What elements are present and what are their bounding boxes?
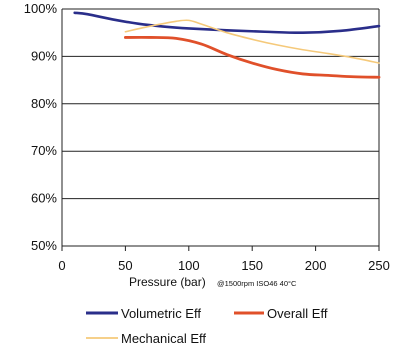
legend-label-mechanical: Mechanical Eff: [121, 331, 206, 346]
tick-labels: 50% 60% 70% 80% 90% 100% 0 50 100 150 200 250: [24, 1, 390, 273]
legend-item-volumetric: Volumetric Eff: [86, 306, 201, 321]
y-tick-label: 80%: [31, 96, 57, 111]
legend-item-mechanical: Mechanical Eff: [86, 331, 206, 346]
y-tick-label: 60%: [31, 191, 57, 206]
y-tick-label: 70%: [31, 143, 57, 158]
grid: [62, 8, 379, 247]
y-tick-label: 100%: [24, 1, 58, 16]
x-tick-label: 200: [305, 258, 327, 273]
overall-eff-line: [124, 35, 381, 79]
x-tick-label: 100: [178, 258, 200, 273]
x-tick-label: 150: [241, 258, 263, 273]
series-lines: [73, 11, 381, 79]
mechanical-eff-line: [124, 19, 380, 64]
legend-label-volumetric: Volumetric Eff: [121, 306, 201, 321]
volumetric-eff-line: [73, 11, 381, 35]
x-axis-label: Pressure (bar): [129, 275, 206, 289]
legend-item-overall: Overall Eff: [234, 306, 328, 321]
x-tick-label: 0: [58, 258, 65, 273]
legend-label-overall: Overall Eff: [267, 306, 328, 321]
legend: Volumetric Eff Overall Eff Mechanical Ef…: [86, 306, 328, 346]
axes: [61, 9, 380, 251]
x-tick-label: 250: [368, 258, 390, 273]
y-tick-label: 50%: [31, 238, 57, 253]
x-tick-label: 50: [118, 258, 132, 273]
x-axis-note: @1500rpm ISO46 40°C: [217, 279, 297, 288]
y-tick-label: 90%: [31, 48, 57, 63]
